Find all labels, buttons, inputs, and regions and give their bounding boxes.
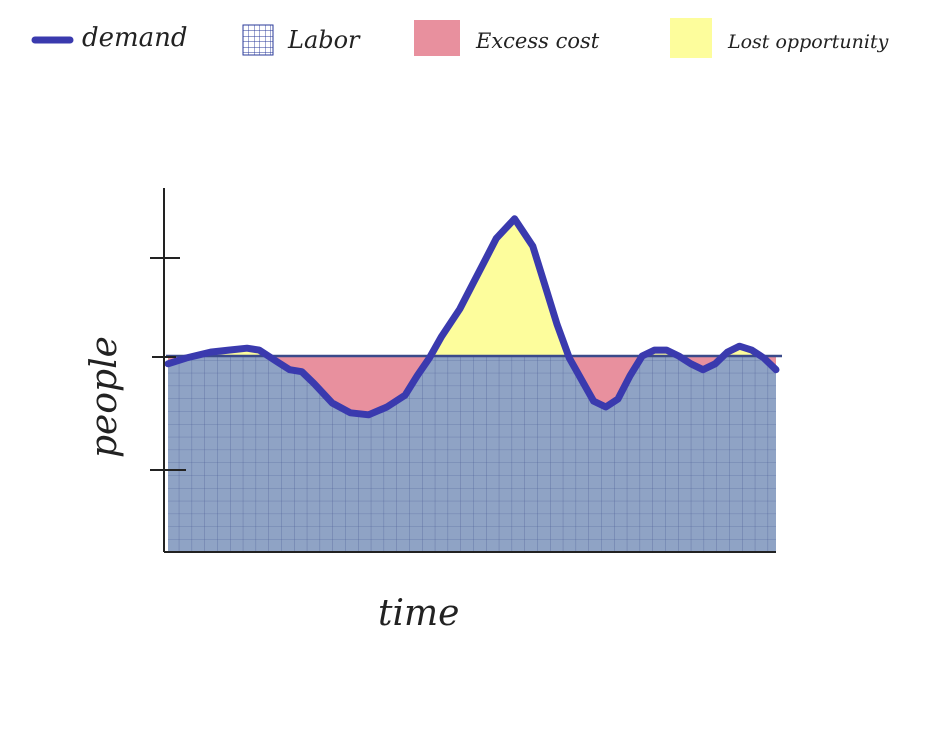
labor-area xyxy=(168,356,776,552)
y-axis-label: people xyxy=(84,336,125,458)
legend-label-lost: Lost opportunity xyxy=(727,31,889,53)
legend: demand Labor Excess cost Lost opportunit… xyxy=(31,18,889,58)
legend-swatch-excess xyxy=(414,20,460,56)
x-axis-label: time xyxy=(378,593,459,634)
legend-swatch-labor xyxy=(242,24,274,56)
legend-swatch-lost xyxy=(670,18,712,58)
legend-label-excess: Excess cost xyxy=(475,29,600,53)
legend-item-lost: Lost opportunity xyxy=(670,18,889,58)
legend-item-demand: demand xyxy=(31,23,188,53)
plot-area xyxy=(164,215,782,552)
legend-item-excess: Excess cost xyxy=(414,20,600,56)
legend-label-demand: demand xyxy=(82,23,188,53)
legend-item-labor: Labor xyxy=(242,24,361,56)
lost-opportunity-area xyxy=(194,218,761,356)
legend-label-labor: Labor xyxy=(287,26,361,54)
excess-cost-area xyxy=(168,356,776,415)
demand-line xyxy=(164,215,780,419)
axes xyxy=(150,188,776,553)
